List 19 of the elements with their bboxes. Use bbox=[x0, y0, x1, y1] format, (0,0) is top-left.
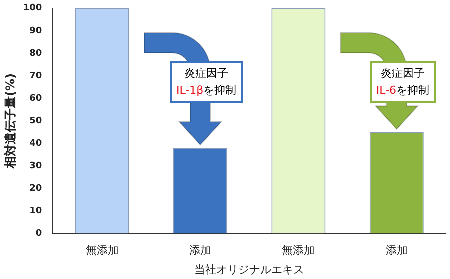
y-tick-label: 80 bbox=[30, 48, 42, 59]
x-tick-label: 無添加 bbox=[282, 244, 316, 258]
y-tick-label: 50 bbox=[30, 116, 42, 126]
y-tick-label: 70 bbox=[30, 71, 42, 82]
x-tick-label: 無添加 bbox=[86, 244, 119, 258]
y-tick-label: 90 bbox=[30, 26, 42, 36]
y-tick-label: 100 bbox=[23, 4, 42, 14]
y-tick-label: 0 bbox=[36, 228, 42, 239]
y-axis-title: 相対遺伝子量(%) bbox=[3, 74, 18, 170]
x-tick-label: 添加 bbox=[386, 244, 408, 258]
annotation: 炎症因子 IL-6を抑制 bbox=[376, 66, 430, 99]
y-tick-label: 60 bbox=[30, 94, 42, 104]
y-tick-label: 20 bbox=[30, 184, 42, 194]
y-tick-label: 30 bbox=[30, 161, 42, 172]
y-tick-label: 10 bbox=[30, 206, 42, 216]
y-tick-label: 40 bbox=[30, 138, 42, 149]
annotation: 炎症因子 IL-1βを抑制 bbox=[176, 66, 237, 99]
x-tick-label: 添加 bbox=[189, 244, 212, 258]
x-axis-title: 当社オリジナルエキス bbox=[194, 263, 305, 276]
